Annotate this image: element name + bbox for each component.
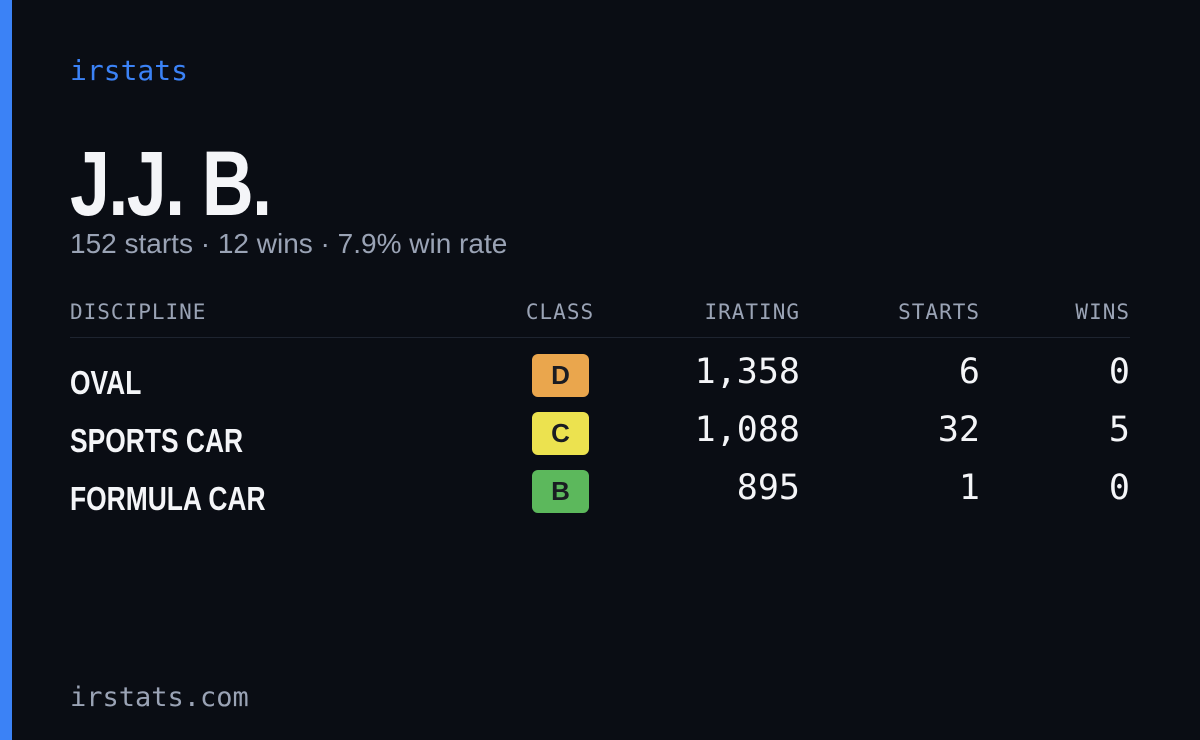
column-header: IRATING — [704, 300, 800, 324]
class-badge: C — [532, 412, 589, 455]
discipline: OVAL — [70, 364, 142, 401]
starts: 6 — [958, 352, 980, 392]
header-rule — [70, 337, 1130, 338]
column-header: WINS — [1075, 300, 1130, 324]
accent-stripe — [0, 0, 12, 740]
irating: 1,088 — [694, 410, 800, 450]
footer-url: irstats.com — [70, 682, 249, 713]
summary: 152 starts · 12 wins · 7.9% win rate — [70, 228, 508, 259]
discipline: FORMULA CAR — [70, 480, 266, 517]
wins: 0 — [1108, 468, 1130, 508]
wins: 5 — [1108, 410, 1130, 450]
starts: 1 — [958, 468, 980, 508]
class-badge: D — [532, 354, 589, 397]
irating: 895 — [736, 468, 800, 508]
column-header: STARTS — [898, 300, 980, 324]
wins: 0 — [1108, 352, 1130, 392]
starts: 32 — [937, 410, 980, 450]
brand: irstats — [70, 54, 189, 87]
column-header: CLASS — [525, 300, 595, 324]
irating: 1,358 — [694, 352, 800, 392]
class-badge: B — [532, 470, 589, 513]
driver-name: J.J. B. — [70, 133, 272, 235]
discipline: SPORTS CAR — [70, 422, 244, 459]
column-header: DISCIPLINE — [70, 300, 207, 324]
